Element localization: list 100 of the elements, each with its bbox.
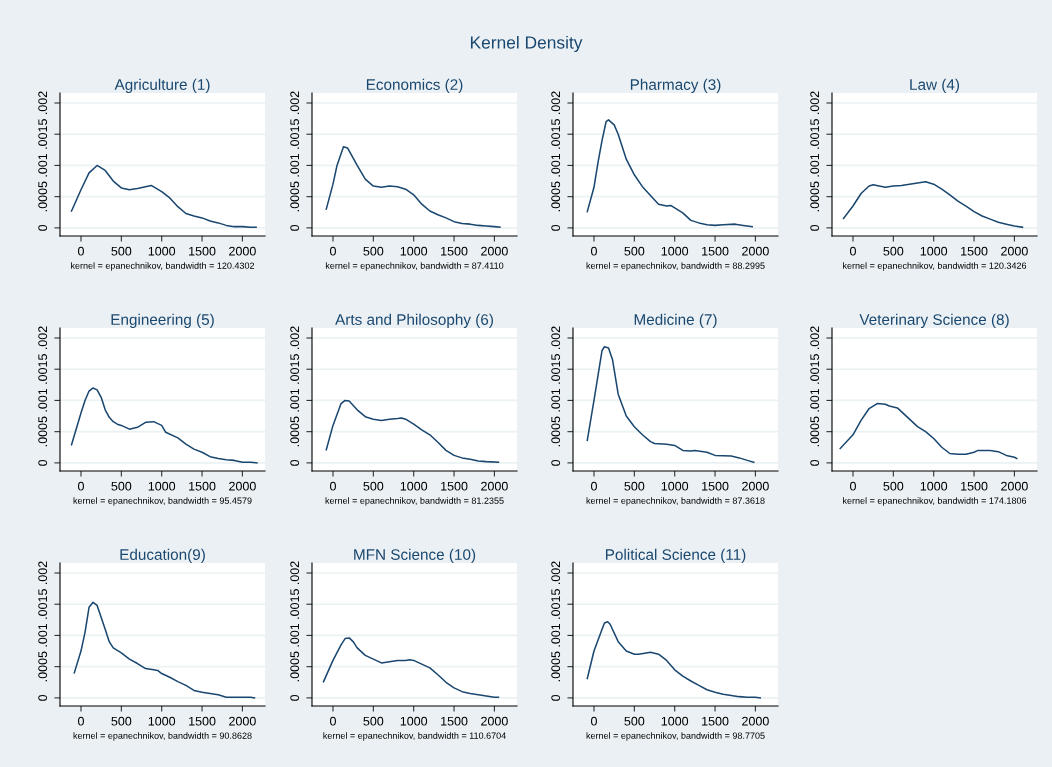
y-tick-label: .001 bbox=[38, 623, 48, 647]
x-tick-label: 1500 bbox=[441, 716, 468, 726]
y-tick-label: .0015 bbox=[551, 119, 561, 149]
y-tick-label: .0005 bbox=[38, 416, 48, 447]
x-tick-label: 500 bbox=[363, 246, 384, 256]
chart-title: Pharmacy (3) bbox=[630, 78, 721, 93]
x-tick-label: 1000 bbox=[400, 246, 428, 256]
x-tick-label: 1500 bbox=[441, 481, 468, 491]
x-tick-label: 2000 bbox=[481, 716, 508, 726]
x-tick-label: 0 bbox=[850, 246, 856, 256]
x-tick-label: 2000 bbox=[481, 481, 508, 491]
x-tick-label: 1500 bbox=[189, 481, 216, 491]
x-axis-title: kernel = epanechnikov, bandwidth = 81.2355 bbox=[325, 497, 504, 506]
y-tick-label: .0005 bbox=[290, 181, 300, 212]
y-tick-label: .002 bbox=[551, 91, 561, 115]
x-tick-label: 500 bbox=[624, 481, 645, 491]
y-tick-label: .001 bbox=[551, 623, 561, 647]
x-tick-label: 1000 bbox=[920, 246, 948, 256]
x-axis-title: kernel = epanechnikov, bandwidth = 95.4579 bbox=[73, 497, 252, 506]
chart-title: MFN Science (10) bbox=[354, 548, 476, 563]
x-axis-title: kernel = epanechnikov, bandwidth = 174.1806 bbox=[843, 497, 1027, 506]
chart-title: Law (4) bbox=[910, 78, 960, 93]
line-series bbox=[839, 402, 1018, 460]
x-axis-title: kernel = epanechnikov, bandwidth = 98.7705 bbox=[586, 732, 765, 741]
chart-title: Political Science (11) bbox=[605, 548, 746, 563]
line-series bbox=[586, 345, 755, 464]
x-tick-label: 500 bbox=[363, 716, 384, 726]
y-tick-label: .002 bbox=[551, 326, 561, 350]
x-axis-title: kernel = epanechnikov, bandwidth = 87.4110 bbox=[325, 262, 504, 271]
x-axis-title: kernel = epanechnikov, bandwidth = 88.2995 bbox=[586, 262, 765, 271]
x-tick-label: 0 bbox=[78, 716, 84, 726]
y-tick-label: .001 bbox=[810, 153, 820, 177]
y-tick-label: .002 bbox=[290, 91, 300, 115]
x-tick-label: 500 bbox=[111, 246, 132, 256]
text: Kernel Density bbox=[470, 35, 583, 53]
x-axis-title: kernel = epanechnikov, bandwidth = 110.6704 bbox=[323, 732, 506, 741]
x-axis-title: kernel = epanechnikov, bandwidth = 120.3426 bbox=[843, 262, 1027, 271]
x-tick-label: 2000 bbox=[1001, 481, 1028, 491]
y-tick-label: .0015 bbox=[810, 354, 820, 384]
y-tick-label: .0015 bbox=[38, 589, 48, 619]
x-tick-label: 0 bbox=[591, 481, 597, 491]
y-tick-label: .0015 bbox=[551, 589, 561, 619]
chart-title: Medicine (7) bbox=[634, 313, 717, 328]
x-tick-label: 1500 bbox=[961, 246, 988, 256]
y-tick-label: .0015 bbox=[810, 119, 820, 149]
x-tick-label: 1500 bbox=[702, 716, 729, 726]
x-tick-label: 1000 bbox=[661, 716, 689, 726]
y-tick-label: .0015 bbox=[290, 589, 300, 619]
y-tick-label: .001 bbox=[290, 623, 300, 647]
y-tick-label: .001 bbox=[38, 153, 48, 177]
y-tick-label: .0005 bbox=[290, 416, 300, 447]
y-tick-label: .0015 bbox=[290, 354, 300, 384]
chart-title: Engineering (5) bbox=[111, 313, 214, 328]
y-tick-label: 0 bbox=[290, 459, 300, 466]
x-tick-label: 500 bbox=[624, 716, 645, 726]
x-axis-title: kernel = epanechnikov, bandwidth = 90.8628 bbox=[73, 732, 252, 741]
y-tick-label: .001 bbox=[290, 153, 300, 177]
line-series bbox=[842, 180, 1024, 229]
y-tick-label: 0 bbox=[551, 224, 561, 231]
line-series bbox=[586, 119, 753, 228]
y-tick-label: 0 bbox=[551, 694, 561, 701]
x-tick-label: 0 bbox=[591, 716, 597, 726]
x-tick-label: 0 bbox=[78, 246, 84, 256]
line-series bbox=[586, 620, 762, 699]
x-tick-label: 0 bbox=[850, 481, 856, 491]
line-series bbox=[70, 164, 257, 229]
y-tick-label: .0005 bbox=[551, 416, 561, 447]
y-tick-label: .0005 bbox=[551, 181, 561, 212]
x-tick-label: 1000 bbox=[400, 716, 428, 726]
y-tick-label: .001 bbox=[38, 388, 48, 412]
x-tick-label: 2000 bbox=[742, 246, 769, 256]
y-tick-label: 0 bbox=[38, 224, 48, 231]
x-tick-label: 1000 bbox=[920, 481, 948, 491]
x-tick-label: 1000 bbox=[148, 246, 176, 256]
x-tick-label: 2000 bbox=[229, 716, 256, 726]
chart-title: Economics (2) bbox=[366, 78, 463, 93]
y-tick-label: .001 bbox=[551, 153, 561, 177]
y-tick-label: .001 bbox=[551, 388, 561, 412]
y-tick-label: .0015 bbox=[551, 354, 561, 384]
y-tick-label: .002 bbox=[38, 91, 48, 115]
y-tick-label: 0 bbox=[38, 459, 48, 466]
x-tick-label: 500 bbox=[624, 246, 645, 256]
y-tick-label: .0005 bbox=[38, 181, 48, 212]
y-tick-label: 0 bbox=[38, 694, 48, 701]
x-tick-label: 1500 bbox=[189, 246, 216, 256]
y-tick-label: .002 bbox=[551, 561, 561, 585]
y-tick-label: 0 bbox=[290, 224, 300, 231]
x-tick-label: 2000 bbox=[742, 481, 769, 491]
y-tick-label: .0005 bbox=[290, 651, 300, 682]
line-series bbox=[70, 387, 258, 464]
y-tick-label: 0 bbox=[810, 459, 820, 466]
y-tick-label: 0 bbox=[810, 224, 820, 231]
y-tick-label: .002 bbox=[290, 561, 300, 585]
y-tick-label: .002 bbox=[38, 326, 48, 350]
chart-title: Education(9) bbox=[120, 548, 205, 563]
y-tick-label: 0 bbox=[290, 694, 300, 701]
y-tick-label: .0015 bbox=[38, 119, 48, 149]
x-tick-label: 1500 bbox=[441, 246, 468, 256]
y-tick-label: 0 bbox=[551, 459, 561, 466]
x-tick-label: 500 bbox=[883, 481, 904, 491]
